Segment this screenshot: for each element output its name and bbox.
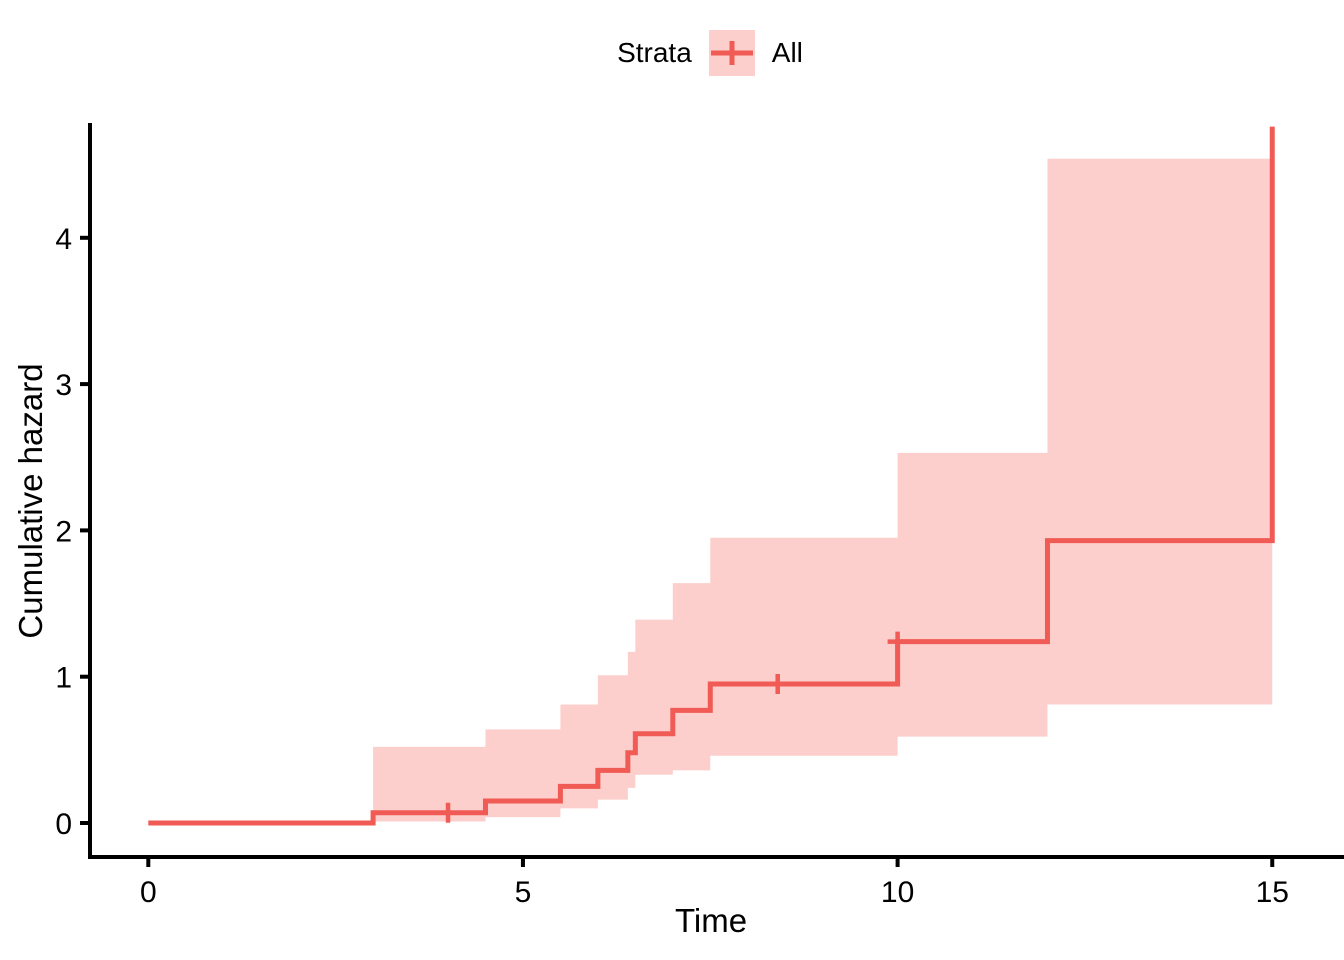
censor-mark bbox=[887, 631, 908, 652]
x-tick-label: 0 bbox=[140, 876, 157, 909]
legend: Strata All bbox=[38, 30, 1344, 76]
legend-title: Strata bbox=[617, 37, 692, 68]
censor-mark bbox=[767, 674, 788, 695]
y-axis-title: Cumulative hazard bbox=[12, 363, 49, 639]
legend-key-icon bbox=[708, 30, 755, 76]
y-tick-label: 3 bbox=[55, 369, 72, 402]
x-tick-label: 5 bbox=[515, 876, 532, 909]
y-tick-label: 0 bbox=[55, 808, 72, 841]
y-tick-label: 4 bbox=[55, 223, 72, 256]
x-tick-label: 10 bbox=[881, 876, 914, 909]
legend-entry-label-all: All bbox=[771, 37, 803, 68]
y-tick-label: 2 bbox=[55, 515, 72, 548]
x-axis-title: Time bbox=[674, 902, 748, 939]
y-tick-label: 1 bbox=[55, 662, 72, 695]
legend-key-plus-line-icon bbox=[710, 41, 753, 65]
x-tick-label: 15 bbox=[1256, 876, 1289, 909]
censor-mark bbox=[438, 802, 459, 823]
confidence-band bbox=[373, 158, 1273, 822]
hazard-step-curve bbox=[148, 126, 1275, 826]
legend-key-swatch bbox=[708, 30, 755, 76]
